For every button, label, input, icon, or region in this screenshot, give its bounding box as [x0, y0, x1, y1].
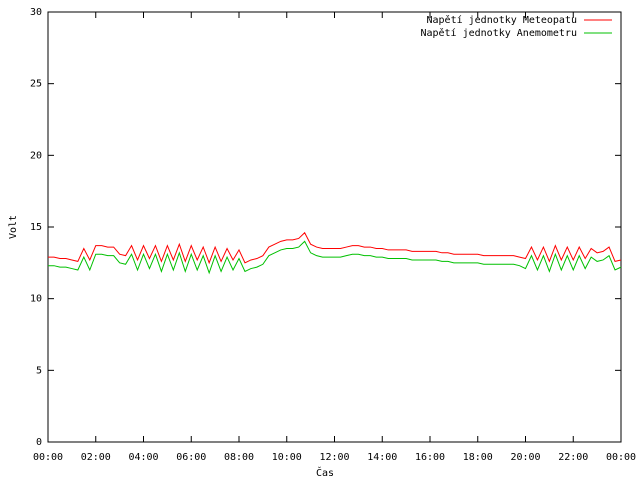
x-tick-label: 16:00 [415, 452, 445, 463]
x-tick-label: 04:00 [128, 452, 158, 463]
x-tick-label: 10:00 [272, 452, 302, 463]
x-tick-label: 18:00 [463, 452, 493, 463]
x-tick-label: 00:00 [33, 452, 63, 463]
y-tick-label: 10 [30, 294, 42, 305]
x-tick-label: 14:00 [367, 452, 397, 463]
x-tick-label: 22:00 [558, 452, 588, 463]
x-tick-label: 08:00 [224, 452, 254, 463]
y-tick-label: 25 [30, 79, 42, 90]
x-tick-label: 02:00 [81, 452, 111, 463]
legend-label: Napětí jednotky Anemometru [420, 27, 577, 39]
x-tick-label: 00:00 [606, 452, 636, 463]
data-line [48, 231, 622, 265]
y-tick-label: 15 [30, 222, 42, 233]
x-tick-label: 20:00 [510, 452, 540, 463]
data-line [48, 240, 622, 275]
x-tick-label: 06:00 [176, 452, 206, 463]
y-tick-label: 0 [36, 437, 42, 448]
y-tick-label: 20 [30, 150, 42, 161]
legend-label: Napětí jednotky Meteopatu [426, 14, 577, 26]
x-axis-label: Čas [316, 466, 334, 479]
y-tick-label: 30 [30, 7, 42, 18]
y-tick-label: 5 [36, 365, 42, 376]
plot-border [47, 11, 622, 443]
x-tick-label: 12:00 [319, 452, 349, 463]
y-axis-label: Volt [8, 215, 19, 239]
